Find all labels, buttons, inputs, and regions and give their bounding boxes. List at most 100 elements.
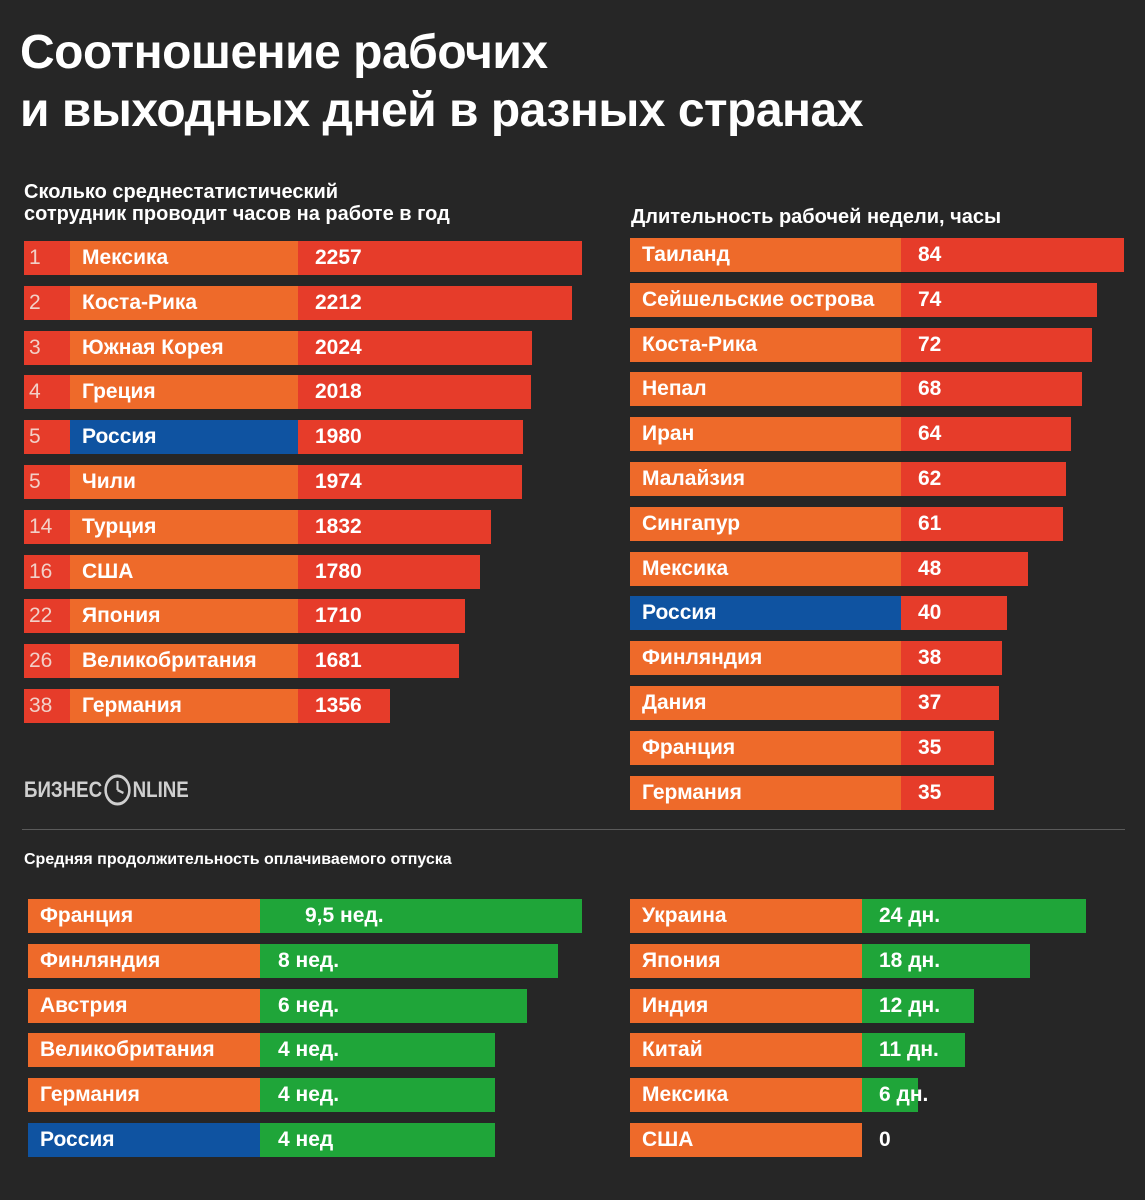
value-label: 64 xyxy=(918,422,942,446)
value-label: 38 xyxy=(918,646,942,670)
bar-row: 14 Турция 1832 xyxy=(24,509,492,544)
value-label: 6 нед. xyxy=(278,993,340,1017)
rank-label: 38 xyxy=(24,689,70,723)
rank-label: 4 xyxy=(24,375,70,410)
section-divider xyxy=(22,829,1125,830)
category-label: Мексика xyxy=(630,551,901,586)
bar-row: 5 Чили 1974 xyxy=(24,465,522,499)
rank-label: 16 xyxy=(24,554,70,589)
category-label: Австрия xyxy=(28,988,260,1023)
value-label: 37 xyxy=(918,691,942,714)
chart3-title: Средняя продолжительность оплачиваемого … xyxy=(24,851,452,868)
bar-row: 4 Греция 2018 xyxy=(24,375,532,410)
category-label: Дания xyxy=(630,686,901,720)
category-label: Франция xyxy=(28,899,260,933)
category-label: Чили xyxy=(70,465,298,499)
value-label: 62 xyxy=(918,467,942,490)
rank-label: 26 xyxy=(24,644,70,679)
value-label: 18 дн. xyxy=(879,948,941,972)
category-label: Япония xyxy=(630,943,862,978)
value-label: 74 xyxy=(918,287,942,311)
value-label: 2024 xyxy=(315,335,362,359)
category-label: Южная Корея xyxy=(70,330,298,365)
bar-row: США 0 xyxy=(630,1123,891,1157)
category-label: Германия xyxy=(28,1078,260,1113)
value-label: 1980 xyxy=(315,425,362,449)
value-label: 68 xyxy=(918,377,942,401)
rank-label: 3 xyxy=(24,330,70,365)
category-label: Китай xyxy=(630,1033,862,1068)
bar-row: 2 Коста-Рика 2212 xyxy=(24,285,573,320)
chart1-title-line-2: сотрудник проводит часов на работе в год xyxy=(24,203,450,225)
chart2-title: Длительность рабочей недели, часы xyxy=(631,206,1002,228)
bar-row: 38 Германия 1356 xyxy=(24,689,390,723)
bar-row: Сингапур 61 xyxy=(630,506,1063,541)
value-label: 1974 xyxy=(315,470,362,493)
value-label: 1681 xyxy=(315,649,362,673)
bar-row: 16 США 1780 xyxy=(24,554,481,589)
category-label: Турция xyxy=(70,509,298,544)
bar-row: 1 Мексика 2257 xyxy=(24,241,582,275)
category-label: Германия xyxy=(70,689,298,723)
rank-label: 5 xyxy=(24,465,70,499)
rank-label: 2 xyxy=(24,285,70,320)
value-label: 35 xyxy=(918,780,942,804)
page-title: Соотношение рабочих и выходных дней в ра… xyxy=(20,24,863,140)
value-label: 1832 xyxy=(315,514,362,538)
clock-icon xyxy=(104,774,131,806)
value-label: 1710 xyxy=(315,604,362,628)
rank-label: 14 xyxy=(24,509,70,544)
value-label: 2257 xyxy=(315,246,362,269)
category-label: Малайзия xyxy=(630,462,901,496)
category-label: Мексика xyxy=(630,1078,862,1113)
category-label: Иран xyxy=(630,417,901,452)
bar-row: Мексика 6 дн. xyxy=(630,1078,928,1113)
value-label: 24 дн. xyxy=(879,904,941,927)
bar-row: Великобритания 4 нед. xyxy=(28,1033,495,1068)
bar-row: Россия 4 нед xyxy=(28,1123,495,1157)
value-label: 84 xyxy=(918,243,942,266)
logo: БИЗНЕС NLINE xyxy=(24,772,189,808)
category-label: Коста-Рика xyxy=(630,327,901,362)
logo-text-right: NLINE xyxy=(132,777,189,802)
rank-label: 5 xyxy=(24,420,70,455)
bar-row: Германия 35 xyxy=(630,775,994,810)
bar-row: Россия 40 xyxy=(630,596,1008,631)
value-label: 6 дн. xyxy=(879,1083,929,1107)
category-label: Непал xyxy=(630,372,901,407)
bar-row: Франция 9,5 нед. xyxy=(28,899,582,933)
category-label: Сейшельские острова xyxy=(630,282,901,317)
category-label: Таиланд xyxy=(630,238,901,272)
chart1-title: Сколько среднестатистический сотрудник п… xyxy=(24,181,450,225)
category-label: Мексика xyxy=(70,241,298,275)
bar-row: Япония 18 дн. xyxy=(630,943,1030,978)
bar-row: Индия 12 дн. xyxy=(630,988,974,1023)
category-label: Коста-Рика xyxy=(70,285,298,320)
value-label: 4 нед xyxy=(278,1128,334,1151)
category-label: Великобритания xyxy=(70,644,298,679)
category-label: Сингапур xyxy=(630,506,901,541)
bar-row: 5 Россия 1980 xyxy=(24,420,523,455)
value-label: 40 xyxy=(918,601,942,625)
category-label: Греция xyxy=(70,375,298,410)
category-label: Украина xyxy=(630,899,862,933)
bar-row: Коста-Рика 72 xyxy=(630,327,1093,362)
bar-row: 3 Южная Корея 2024 xyxy=(24,330,533,365)
bar-row: 22 Япония 1710 xyxy=(24,599,466,634)
logo-text-left: БИЗНЕС xyxy=(24,777,103,802)
bar-row: Таиланд 84 xyxy=(630,238,1124,272)
bar-row: Иран 64 xyxy=(630,417,1071,452)
value-label: 4 нед. xyxy=(278,1083,340,1107)
bar-row: 26 Великобритания 1681 xyxy=(24,644,460,679)
category-label: Финляндия xyxy=(28,943,260,978)
bar-row: Непал 68 xyxy=(630,372,1082,407)
category-label: Франция xyxy=(630,730,901,765)
category-label: Россия xyxy=(70,420,298,455)
value-label: 11 дн. xyxy=(879,1038,939,1062)
category-label: США xyxy=(70,554,298,589)
bar-row: Сейшельские острова 74 xyxy=(630,282,1098,317)
value-label: 1356 xyxy=(315,694,362,717)
value-label: 9,5 нед. xyxy=(305,904,384,927)
value-label: 0 xyxy=(879,1128,891,1151)
value-label: 2018 xyxy=(315,380,362,404)
